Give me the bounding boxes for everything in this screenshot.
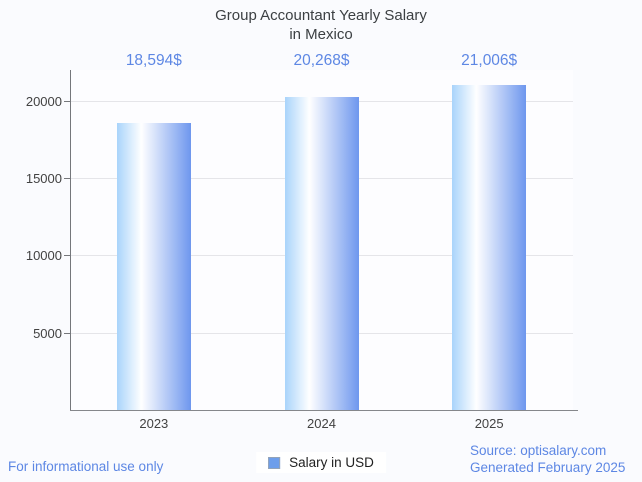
- y-tick-label: 15000: [25, 171, 62, 187]
- y-tick-mark: [64, 332, 70, 334]
- bar-2024: [284, 96, 359, 410]
- bar-value-label: 20,268$: [293, 52, 350, 69]
- bar-value-label: 21,006$: [461, 52, 518, 69]
- y-tick-mark: [64, 255, 70, 257]
- chart-title-line2: in Mexico: [289, 26, 353, 43]
- x-axis-label: 2024: [307, 416, 336, 431]
- source-link[interactable]: Source: optisalary.com: [470, 443, 607, 458]
- chart-title: Group Accountant Yearly Salary in Mexico: [0, 6, 642, 44]
- bar-2025: [452, 85, 527, 410]
- source-block: Source: optisalary.com Generated Februar…: [470, 443, 625, 476]
- legend-swatch-icon: [268, 456, 281, 469]
- legend-item-salary-in-usd[interactable]: Salary in USD: [256, 452, 386, 473]
- legend-label: Salary in USD: [289, 455, 374, 470]
- y-tick-label: 5000: [33, 325, 62, 341]
- generated-date: Generated February 2025: [470, 459, 626, 475]
- x-axis-label: 2025: [474, 416, 504, 431]
- y-tick-label: 20000: [25, 93, 62, 109]
- bar-value-label: 18,594$: [125, 52, 182, 69]
- y-tick-mark: [64, 178, 70, 180]
- x-axis-line: [70, 410, 578, 411]
- bar-2023: [116, 122, 191, 410]
- y-tick-mark: [64, 100, 70, 102]
- y-tick-label: 10000: [25, 248, 62, 264]
- x-axis-label: 2023: [139, 416, 169, 431]
- y-axis-line: [70, 70, 71, 411]
- chart-title-line1: Group Accountant Yearly Salary: [215, 7, 427, 24]
- disclaimer-text: For informational use only: [8, 459, 164, 474]
